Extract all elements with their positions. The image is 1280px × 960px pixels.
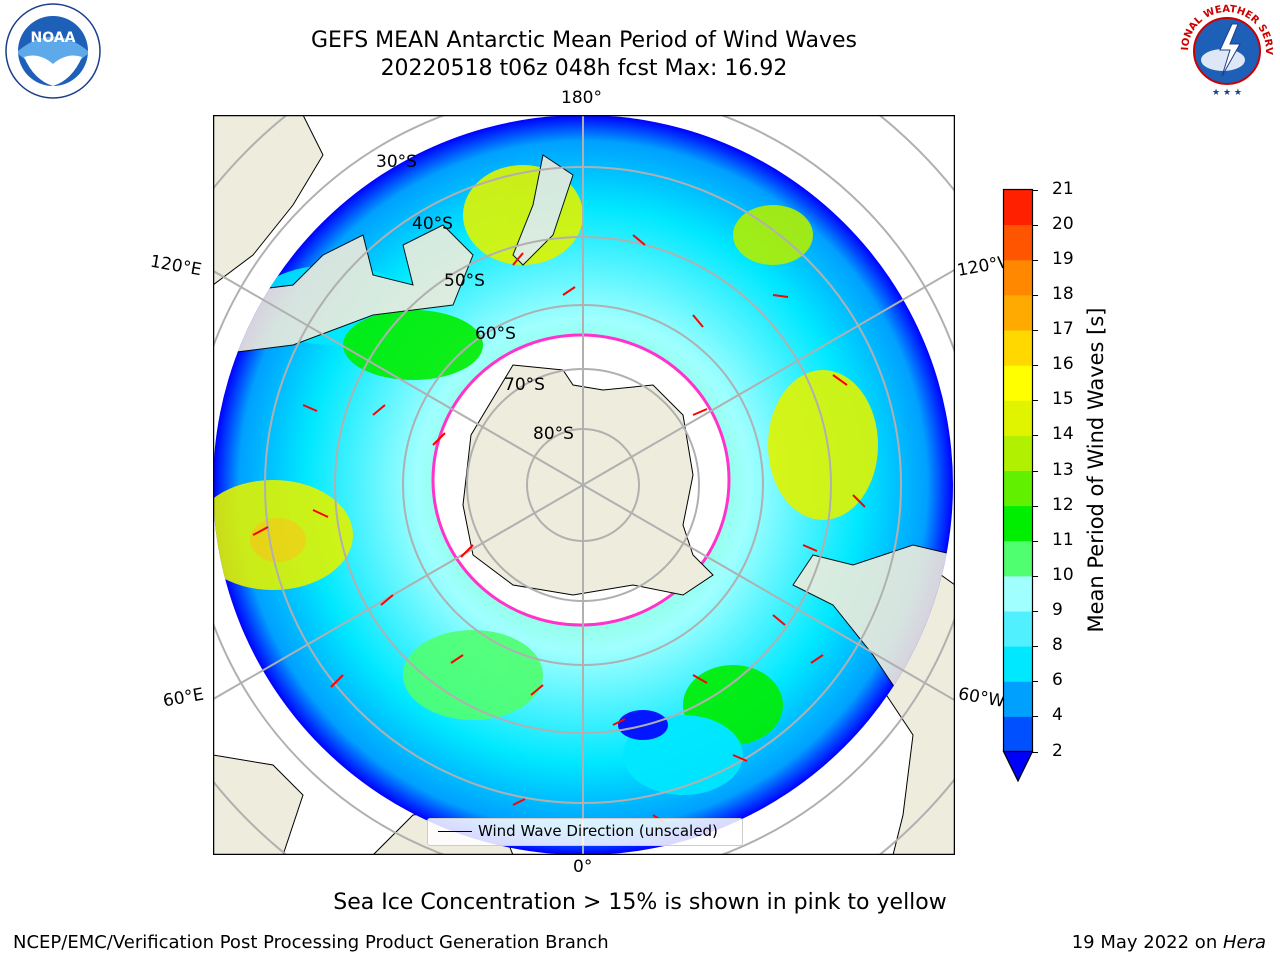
sea-ice-note: Sea Ice Concentration > 15% is shown in … <box>333 890 947 915</box>
colorbar-tick-mark <box>1032 294 1038 296</box>
branch-credit: NCEP/EMC/Verification Post Processing Pr… <box>13 932 609 953</box>
colorbar-tick-mark <box>1032 681 1038 683</box>
colorbar-tick-mark <box>1032 330 1038 331</box>
run-date: 19 May 2022 on Hera <box>1072 932 1266 953</box>
colorbar-tick-mark <box>1032 259 1038 261</box>
colorbar-tick-label: 18 <box>1052 283 1074 304</box>
colorbar-tick-mark <box>1032 189 1038 191</box>
colorbar-under-triangle <box>1002 750 1034 783</box>
colorbar-tick-label: 11 <box>1052 529 1074 550</box>
svg-text:★ ★ ★: ★ ★ ★ <box>1212 88 1242 98</box>
legend-line-swatch <box>438 831 472 832</box>
colorbar-label: Mean Period of Wind Waves [s] <box>1084 307 1108 633</box>
colorbar-tick-mark <box>1032 435 1038 437</box>
colorbar-tick-label: 9 <box>1052 600 1063 620</box>
colorbar-tick-label: 8 <box>1052 635 1063 656</box>
colorbar-segment <box>1003 259 1033 296</box>
lon-label-60e: 60°E <box>161 684 206 712</box>
colorbar-tick-mark <box>1032 224 1038 226</box>
lat-label-60s: 60°S <box>475 324 516 344</box>
colorbar-segment <box>1003 646 1033 682</box>
colorbar-tick-label: 4 <box>1052 705 1063 726</box>
colorbar-segment <box>1003 540 1033 577</box>
colorbar-tick-label: 17 <box>1052 319 1074 339</box>
colorbar-segment <box>1003 365 1033 401</box>
colorbar <box>1002 188 1034 783</box>
colorbar-segment <box>1003 611 1033 647</box>
colorbar-segment <box>1003 575 1033 612</box>
noaa-logo: NOAA <box>5 3 101 99</box>
colorbar-tick-mark <box>1032 540 1038 542</box>
colorbar-segment <box>1003 224 1033 261</box>
colorbar-tick-mark <box>1032 365 1038 367</box>
colorbar-tick-mark <box>1032 470 1038 472</box>
colorbar-tick-mark <box>1032 646 1038 648</box>
colorbar-tick-label: 16 <box>1052 354 1074 375</box>
colorbar-tick-label: 19 <box>1052 248 1074 269</box>
colorbar-tick-label: 6 <box>1052 670 1063 691</box>
colorbar-tick-label: 2 <box>1052 740 1063 761</box>
colorbar-tick-mark <box>1032 611 1038 612</box>
colorbar-segment <box>1003 435 1033 471</box>
colorbar-segment <box>1003 400 1033 436</box>
colorbar-tick-mark <box>1032 505 1038 507</box>
colorbar-tick-label: 21 <box>1052 178 1074 199</box>
colorbar-tick-mark <box>1032 751 1038 753</box>
map-legend: Wind Wave Direction (unscaled) <box>427 818 743 846</box>
lat-label-70s: 70°S <box>504 375 545 395</box>
lat-label-50s: 50°S <box>444 271 485 291</box>
colorbar-segment <box>1003 294 1033 331</box>
map-subtitle: 20220518 t06z 048h fcst Max: 16.92 <box>380 56 788 81</box>
colorbar-tick-label: 20 <box>1052 213 1074 234</box>
polar-map <box>213 115 955 855</box>
colorbar-segment <box>1003 189 1033 226</box>
nws-logo: NATIONAL WEATHER SERVICE ★ ★ ★ <box>1178 2 1274 98</box>
colorbar-tick-mark <box>1032 400 1038 402</box>
run-date-text: 19 May 2022 on <box>1071 932 1223 953</box>
colorbar-tick-label: 10 <box>1052 564 1074 585</box>
colorbar-segment <box>1003 330 1033 366</box>
lat-label-80s: 80°S <box>533 424 574 444</box>
colorbar-segment <box>1003 470 1033 507</box>
noaa-logo-text: NOAA <box>31 30 76 46</box>
colorbar-tick-label: 14 <box>1052 424 1074 445</box>
colorbar-segment <box>1003 681 1033 717</box>
colorbar-tick-label: 13 <box>1052 459 1074 480</box>
colorbar-segment <box>1003 716 1033 752</box>
legend-label: Wind Wave Direction (unscaled) <box>478 822 718 840</box>
lon-label-180: 180° <box>561 88 602 108</box>
colorbar-tick-label: 12 <box>1052 494 1074 515</box>
colorbar-tick-mark <box>1032 716 1038 718</box>
lon-label-0: 0° <box>573 857 593 877</box>
lon-label-60w: 60°W <box>956 684 1007 712</box>
colorbar-tick-label: 15 <box>1052 389 1074 410</box>
lat-label-30s: 30°S <box>376 152 417 172</box>
map-title: GEFS MEAN Antarctic Mean Period of Wind … <box>311 28 857 53</box>
colorbar-segment <box>1003 505 1033 542</box>
lon-label-120e: 120°E <box>148 251 204 281</box>
colorbar-tick-mark <box>1032 575 1038 577</box>
lat-label-40s: 40°S <box>412 214 453 234</box>
run-host: Hera <box>1222 932 1266 953</box>
